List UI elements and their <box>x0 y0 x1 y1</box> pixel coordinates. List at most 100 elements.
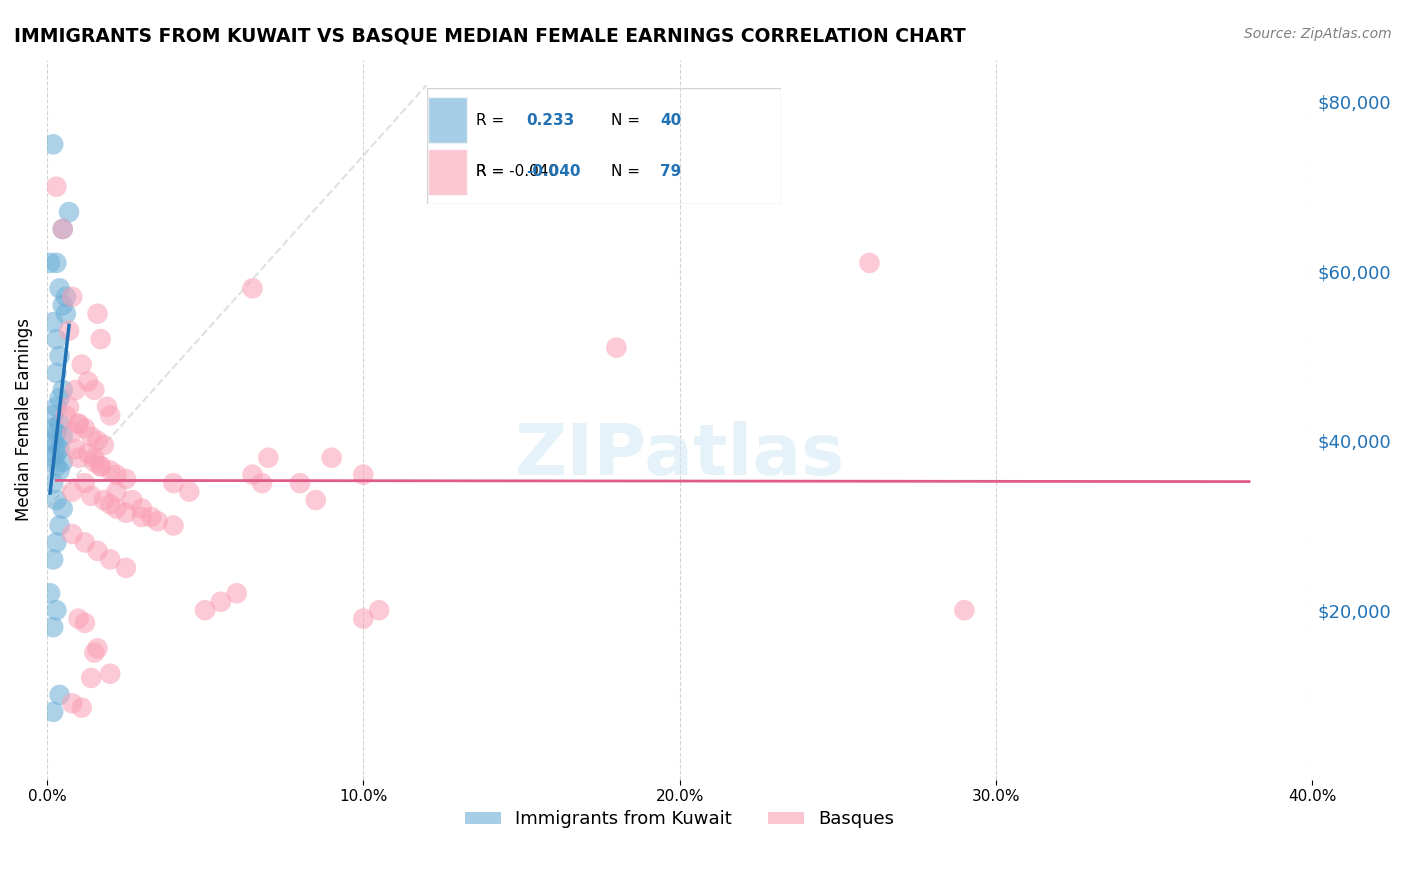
Basques <box>105 467 128 482</box>
Basques <box>52 222 75 236</box>
Basques <box>93 493 115 508</box>
Basques <box>90 459 112 474</box>
Basques <box>67 417 90 431</box>
Basques <box>58 400 80 414</box>
Basques <box>83 455 105 469</box>
Basques <box>86 307 108 321</box>
Immigrants from Kuwait <box>42 421 65 435</box>
Immigrants from Kuwait <box>48 417 70 431</box>
Immigrants from Kuwait <box>42 620 65 634</box>
Immigrants from Kuwait <box>45 535 67 549</box>
Basques <box>80 429 103 443</box>
Basques <box>162 476 184 491</box>
Basques <box>86 641 108 656</box>
Basques <box>80 489 103 503</box>
Immigrants from Kuwait <box>42 315 65 329</box>
Immigrants from Kuwait <box>42 434 65 448</box>
Immigrants from Kuwait <box>48 392 70 406</box>
Basques <box>58 324 80 338</box>
Text: ZIPatlas: ZIPatlas <box>515 421 845 490</box>
Basques <box>65 442 87 457</box>
Basques <box>242 467 264 482</box>
Basques <box>105 501 128 516</box>
Basques <box>121 493 143 508</box>
Basques <box>225 586 247 600</box>
Immigrants from Kuwait <box>39 586 62 600</box>
Immigrants from Kuwait <box>52 298 75 312</box>
Immigrants from Kuwait <box>45 366 67 380</box>
Basques <box>86 434 108 448</box>
Basques <box>321 450 343 465</box>
Basques <box>77 375 100 389</box>
Basques <box>60 425 83 440</box>
Basques <box>93 438 115 452</box>
Basques <box>73 421 96 435</box>
Basques <box>250 476 273 491</box>
Immigrants from Kuwait <box>48 688 70 702</box>
Basques <box>83 450 105 465</box>
Basques <box>98 497 121 511</box>
Immigrants from Kuwait <box>42 450 65 465</box>
Basques <box>131 510 153 524</box>
Immigrants from Kuwait <box>45 256 67 270</box>
Basques <box>141 510 163 524</box>
Immigrants from Kuwait <box>42 476 65 491</box>
Text: Source: ZipAtlas.com: Source: ZipAtlas.com <box>1244 27 1392 41</box>
Basques <box>352 467 374 482</box>
Immigrants from Kuwait <box>42 137 65 152</box>
Basques <box>96 400 118 414</box>
Immigrants from Kuwait <box>45 332 67 346</box>
Basques <box>352 612 374 626</box>
Basques <box>45 179 67 194</box>
Basques <box>858 256 880 270</box>
Immigrants from Kuwait <box>45 446 67 460</box>
Immigrants from Kuwait <box>45 438 67 452</box>
Basques <box>55 409 77 423</box>
Basques <box>80 671 103 685</box>
Basques <box>98 409 121 423</box>
Basques <box>242 281 264 295</box>
Basques <box>73 476 96 491</box>
Immigrants from Kuwait <box>55 307 77 321</box>
Immigrants from Kuwait <box>52 429 75 443</box>
Immigrants from Kuwait <box>45 459 67 474</box>
Legend: Immigrants from Kuwait, Basques: Immigrants from Kuwait, Basques <box>457 803 901 836</box>
Immigrants from Kuwait <box>48 463 70 477</box>
Immigrants from Kuwait <box>52 455 75 469</box>
Immigrants from Kuwait <box>48 518 70 533</box>
Basques <box>73 615 96 630</box>
Basques <box>98 666 121 681</box>
Immigrants from Kuwait <box>39 256 62 270</box>
Basques <box>288 476 311 491</box>
Basques <box>60 484 83 499</box>
Basques <box>105 484 128 499</box>
Text: IMMIGRANTS FROM KUWAIT VS BASQUE MEDIAN FEMALE EARNINGS CORRELATION CHART: IMMIGRANTS FROM KUWAIT VS BASQUE MEDIAN … <box>14 27 966 45</box>
Immigrants from Kuwait <box>52 222 75 236</box>
Immigrants from Kuwait <box>42 552 65 566</box>
Basques <box>67 450 90 465</box>
Immigrants from Kuwait <box>55 290 77 304</box>
Basques <box>146 514 169 528</box>
Basques <box>60 290 83 304</box>
Basques <box>115 561 138 575</box>
Immigrants from Kuwait <box>48 349 70 363</box>
Basques <box>257 450 280 465</box>
Basques <box>131 501 153 516</box>
Basques <box>179 484 201 499</box>
Immigrants from Kuwait <box>48 442 70 457</box>
Basques <box>115 506 138 520</box>
Basques <box>98 463 121 477</box>
Basques <box>67 612 90 626</box>
Immigrants from Kuwait <box>45 493 67 508</box>
Immigrants from Kuwait <box>45 400 67 414</box>
Immigrants from Kuwait <box>42 705 65 719</box>
Basques <box>953 603 976 617</box>
Immigrants from Kuwait <box>42 409 65 423</box>
Immigrants from Kuwait <box>45 425 67 440</box>
Immigrants from Kuwait <box>52 501 75 516</box>
Basques <box>83 646 105 660</box>
Basques <box>194 603 217 617</box>
Basques <box>605 341 627 355</box>
Basques <box>77 446 100 460</box>
Immigrants from Kuwait <box>45 603 67 617</box>
